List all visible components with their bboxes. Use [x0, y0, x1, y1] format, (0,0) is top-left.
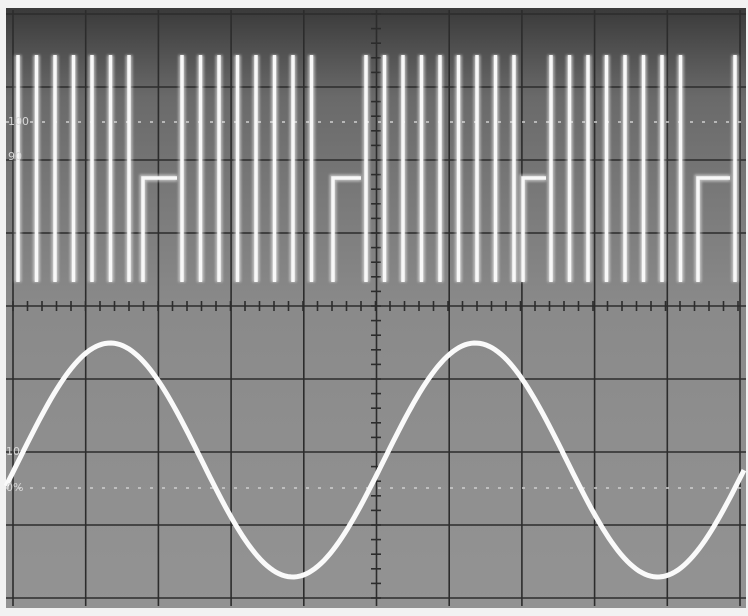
- oscilloscope-screen: 100 90 10 0%: [0, 0, 748, 616]
- graticule-label: 100: [8, 115, 29, 128]
- graticule-label: 90: [8, 150, 22, 163]
- graticule-label: 10: [6, 445, 20, 458]
- graticule-label: 0%: [6, 481, 23, 494]
